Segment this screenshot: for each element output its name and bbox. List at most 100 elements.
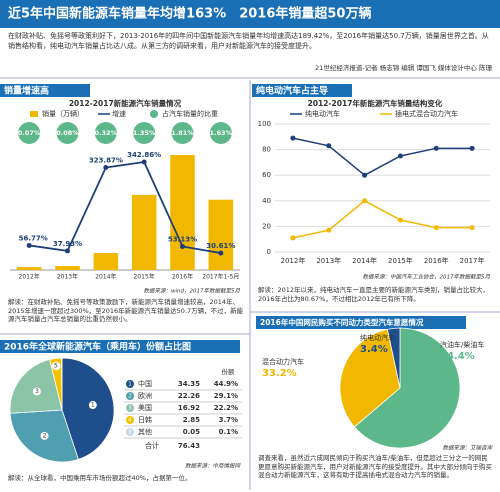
bar: [93, 253, 119, 270]
point: [397, 153, 403, 159]
share-dot: [18, 122, 41, 144]
marker: 2: [43, 432, 47, 439]
marker-dot: [40, 431, 49, 440]
table-cell: 22.26: [178, 392, 200, 400]
marker: 1: [91, 402, 95, 409]
bar: [170, 155, 195, 270]
legend-label: 纯电动汽车: [305, 109, 340, 118]
y-tick-label: 0: [267, 248, 271, 256]
point: [218, 250, 224, 256]
marker: 5: [54, 362, 58, 369]
header-band: [0, 0, 500, 28]
table-cell: 34.35: [178, 380, 200, 388]
credit: 21世纪经济报道-记者 杨志锦 编辑 谭国飞 媒体设计中心 陈珊: [315, 64, 492, 72]
point: [180, 244, 185, 250]
point: [362, 172, 368, 178]
marker-dot: [51, 361, 60, 370]
slice-value: 64.4%: [440, 351, 475, 362]
section-band: [0, 84, 90, 97]
note: 解读：从全球看，中国乘用车市场份额超过40%，占据第一位。: [8, 474, 192, 482]
table-cell: 16.92: [178, 404, 200, 412]
point: [26, 242, 32, 248]
point: [141, 159, 147, 165]
y-tick-label: 40: [262, 197, 271, 205]
marker-dot: [32, 387, 41, 396]
share-label: 1.81%: [171, 129, 194, 137]
x-tick-label: 2013年: [57, 273, 78, 281]
source: 数据来源：中国汽车工业协会，2017年数据截至5月: [363, 274, 491, 281]
x-tick-label: 2012年: [19, 273, 40, 281]
marker-dot: [126, 404, 134, 412]
pie-slice: [339, 328, 401, 428]
table-cell: 其他: [138, 427, 152, 436]
x-tick-label: 2015年: [388, 256, 413, 265]
marker: 3: [128, 406, 132, 412]
pie-slice: [9, 358, 63, 414]
share-dot: [94, 122, 117, 144]
table-cell: 0.05: [183, 428, 200, 436]
line: [29, 161, 221, 254]
table-cell: 2.85: [183, 416, 200, 424]
table-cell: 22.2%: [214, 404, 238, 412]
marker: 3: [35, 388, 39, 395]
x-tick-label: 2017年1-5月: [202, 273, 239, 281]
marker: 1: [128, 382, 132, 388]
table-cell: 3.7%: [219, 416, 238, 424]
marker-dot: [126, 392, 134, 400]
point: [65, 248, 70, 254]
share-label: 0.08%: [56, 129, 79, 137]
table-cell: 美国: [138, 403, 152, 412]
table-cell: 中国: [138, 379, 152, 388]
pie-slice: [353, 327, 461, 449]
bar: [16, 267, 42, 270]
slice-name: 混合动力汽车: [262, 357, 304, 366]
point: [362, 198, 368, 204]
point: [469, 225, 475, 231]
marker: 2: [128, 394, 132, 400]
bar: [208, 199, 234, 270]
data-label: 323.87%: [89, 157, 123, 165]
data-label: 53.13%: [168, 236, 197, 244]
legend-label: 增速: [112, 109, 126, 118]
slice-name: 汽油车/柴油车: [440, 340, 484, 349]
pie-slice: [61, 357, 115, 460]
section-title: 纯电动汽车占主导: [256, 85, 328, 97]
intro: 在财政补贴、免摇号等政策利好下，2013-2016年的四年间中国新能源汽车销量年…: [8, 32, 489, 50]
chart-title: 2012-2017新能源汽车销量情况: [69, 98, 182, 108]
marker-dot: [126, 380, 134, 388]
note: 调查来看，虽然近六成网民倾向于购买汽油车/柴油车，但是超过三分之一的网民更愿意购…: [258, 454, 492, 479]
point: [103, 165, 109, 171]
marker: 4: [128, 418, 132, 424]
share-label: 1.63%: [210, 129, 233, 137]
point: [433, 225, 439, 231]
table-header: 份额: [222, 367, 236, 376]
slice-name: 纯电动汽车: [360, 333, 395, 342]
share-dot: [133, 122, 156, 144]
share-label: 0.32%: [95, 129, 118, 137]
section-title: 2016年全球新能源汽车（乘用车）份额占比图: [4, 341, 191, 353]
x-tick-label: 2014年: [352, 256, 377, 265]
marker-dot: [88, 401, 97, 410]
legend-label: 销量（万辆）: [42, 109, 84, 118]
table-cell: 76.43: [178, 442, 200, 450]
y-tick-label: 100: [258, 120, 271, 128]
section-band: [0, 340, 240, 353]
x-tick-label: 2012年: [281, 256, 306, 265]
share-dot: [56, 122, 79, 144]
point: [326, 227, 332, 233]
point: [469, 145, 475, 151]
x-tick-label: 2016年: [172, 273, 193, 281]
chart-title: 2012-2017年新能源汽车销量结构变化: [308, 98, 443, 108]
point: [397, 217, 403, 223]
legend-label: 占汽车销量的比重: [162, 109, 218, 118]
slice-value: 33.2%: [262, 368, 297, 379]
share-dot: [171, 122, 194, 144]
note: 解读：2012年以来，纯电动汽车一直是主要的新能源汽车类别，销量占比较大，201…: [258, 286, 490, 303]
source: 数据来源：wind，2017年数据截至5月: [143, 288, 240, 295]
share-label: 1.35%: [133, 129, 156, 137]
y-tick-label: 60: [262, 171, 271, 179]
slice-value: 3.4%: [360, 344, 388, 355]
point: [290, 235, 296, 241]
marker-dot: [126, 416, 134, 424]
